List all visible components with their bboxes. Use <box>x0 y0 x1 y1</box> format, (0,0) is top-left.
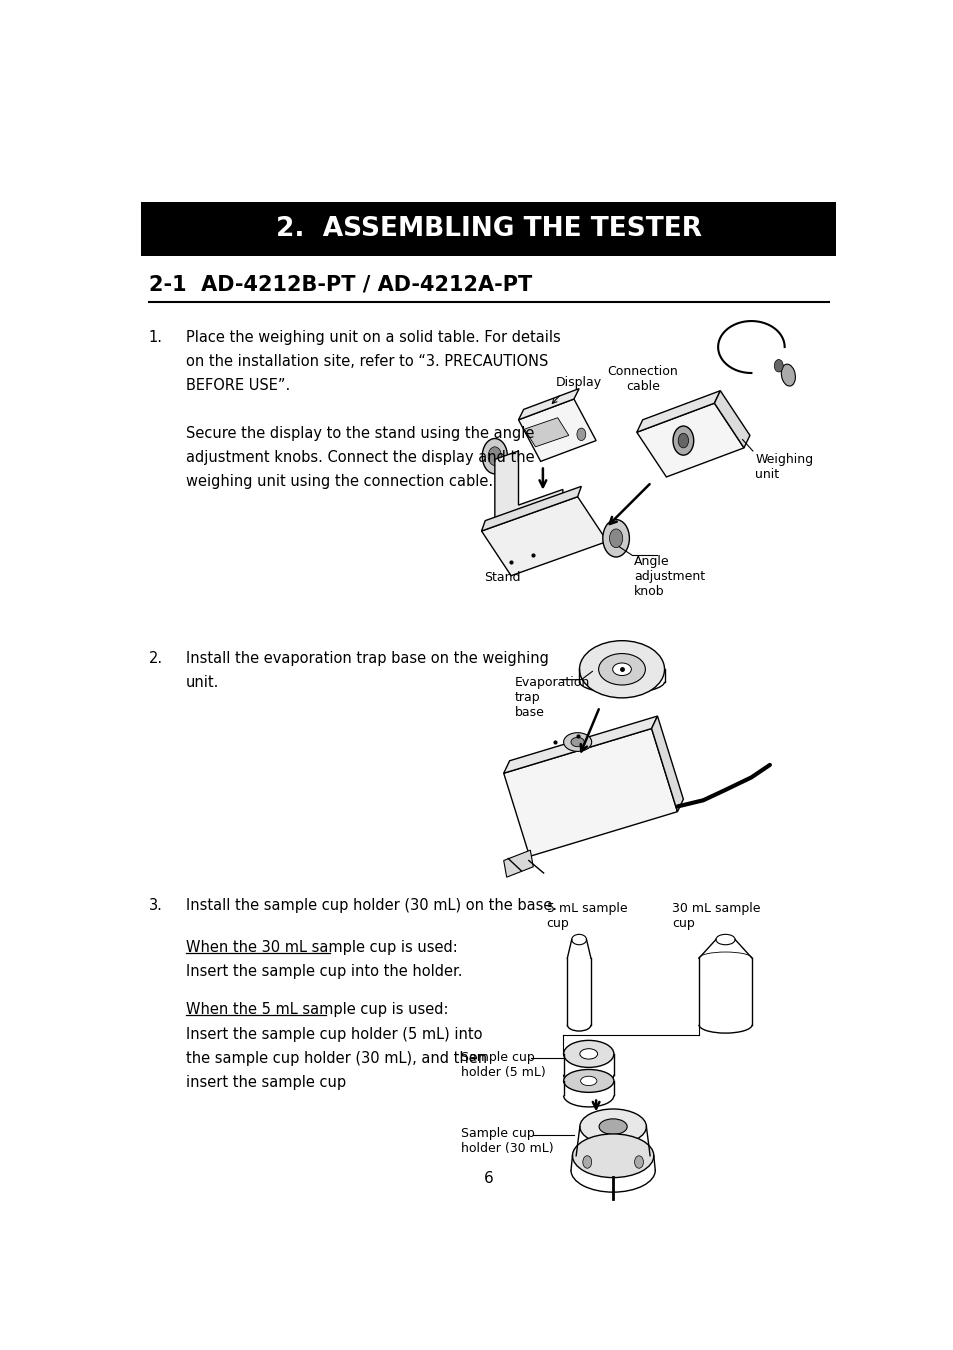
Text: Sample cup
holder (30 mL): Sample cup holder (30 mL) <box>460 1127 553 1154</box>
Circle shape <box>577 428 585 440</box>
Text: Stand: Stand <box>484 571 520 583</box>
Circle shape <box>634 1156 642 1168</box>
Polygon shape <box>637 404 743 477</box>
FancyBboxPatch shape <box>141 201 836 255</box>
Text: Weighing
unit: Weighing unit <box>755 454 812 481</box>
Ellipse shape <box>598 1119 626 1134</box>
Polygon shape <box>518 389 578 420</box>
Polygon shape <box>503 716 657 774</box>
Text: 3.: 3. <box>149 898 163 913</box>
Ellipse shape <box>572 1134 653 1177</box>
Circle shape <box>488 447 501 466</box>
Circle shape <box>482 439 507 474</box>
Text: Connection
cable: Connection cable <box>607 364 678 393</box>
Ellipse shape <box>579 1108 646 1145</box>
Ellipse shape <box>578 641 664 698</box>
Text: 6: 6 <box>483 1172 494 1187</box>
Polygon shape <box>495 451 562 536</box>
Polygon shape <box>637 390 720 432</box>
Text: 5 mL sample
cup: 5 mL sample cup <box>546 902 626 930</box>
Text: Install the evaporation trap base on the weighing
unit.: Install the evaporation trap base on the… <box>186 651 548 690</box>
Ellipse shape <box>563 733 591 752</box>
Circle shape <box>774 359 782 373</box>
Text: Install the sample cup holder (30 mL) on the base.: Install the sample cup holder (30 mL) on… <box>186 898 557 913</box>
Text: Insert the sample cup holder (5 mL) into
the sample cup holder (30 mL), and then: Insert the sample cup holder (5 mL) into… <box>186 1027 486 1089</box>
Text: Place the weighing unit on a solid table. For details
on the installation site, : Place the weighing unit on a solid table… <box>186 331 560 490</box>
Polygon shape <box>518 400 596 462</box>
Polygon shape <box>651 716 682 811</box>
Polygon shape <box>481 497 606 575</box>
Ellipse shape <box>571 934 586 945</box>
Polygon shape <box>503 850 533 878</box>
Text: 2.  ASSEMBLING THE TESTER: 2. ASSEMBLING THE TESTER <box>275 216 701 242</box>
Circle shape <box>678 433 688 448</box>
Ellipse shape <box>563 1041 613 1068</box>
Circle shape <box>602 520 629 558</box>
Text: 2-1  AD-4212B-PT / AD-4212A-PT: 2-1 AD-4212B-PT / AD-4212A-PT <box>149 274 532 294</box>
Ellipse shape <box>715 934 735 945</box>
Circle shape <box>609 529 622 548</box>
Polygon shape <box>481 486 580 531</box>
Text: 1.: 1. <box>149 331 163 346</box>
Ellipse shape <box>579 1049 597 1060</box>
Text: Sample cup
holder (5 mL): Sample cup holder (5 mL) <box>460 1050 545 1079</box>
Polygon shape <box>714 390 749 448</box>
Circle shape <box>582 1156 591 1168</box>
Circle shape <box>672 427 693 455</box>
Polygon shape <box>524 417 568 447</box>
Ellipse shape <box>563 1069 613 1092</box>
Ellipse shape <box>580 1076 597 1085</box>
Ellipse shape <box>612 663 631 675</box>
Text: Insert the sample cup into the holder.: Insert the sample cup into the holder. <box>186 964 462 980</box>
Polygon shape <box>503 729 677 856</box>
Text: Angle
adjustment
knob: Angle adjustment knob <box>633 555 704 598</box>
Text: Evaporation
trap
base: Evaporation trap base <box>515 675 590 718</box>
Ellipse shape <box>598 653 645 684</box>
Text: When the 5 mL sample cup is used:: When the 5 mL sample cup is used: <box>186 1002 448 1017</box>
Text: 30 mL sample
cup: 30 mL sample cup <box>672 902 760 930</box>
Text: 2.: 2. <box>149 651 163 666</box>
Text: Display: Display <box>555 375 601 389</box>
Text: When the 30 mL sample cup is used:: When the 30 mL sample cup is used: <box>186 940 457 954</box>
Ellipse shape <box>571 737 583 747</box>
Ellipse shape <box>781 364 795 386</box>
